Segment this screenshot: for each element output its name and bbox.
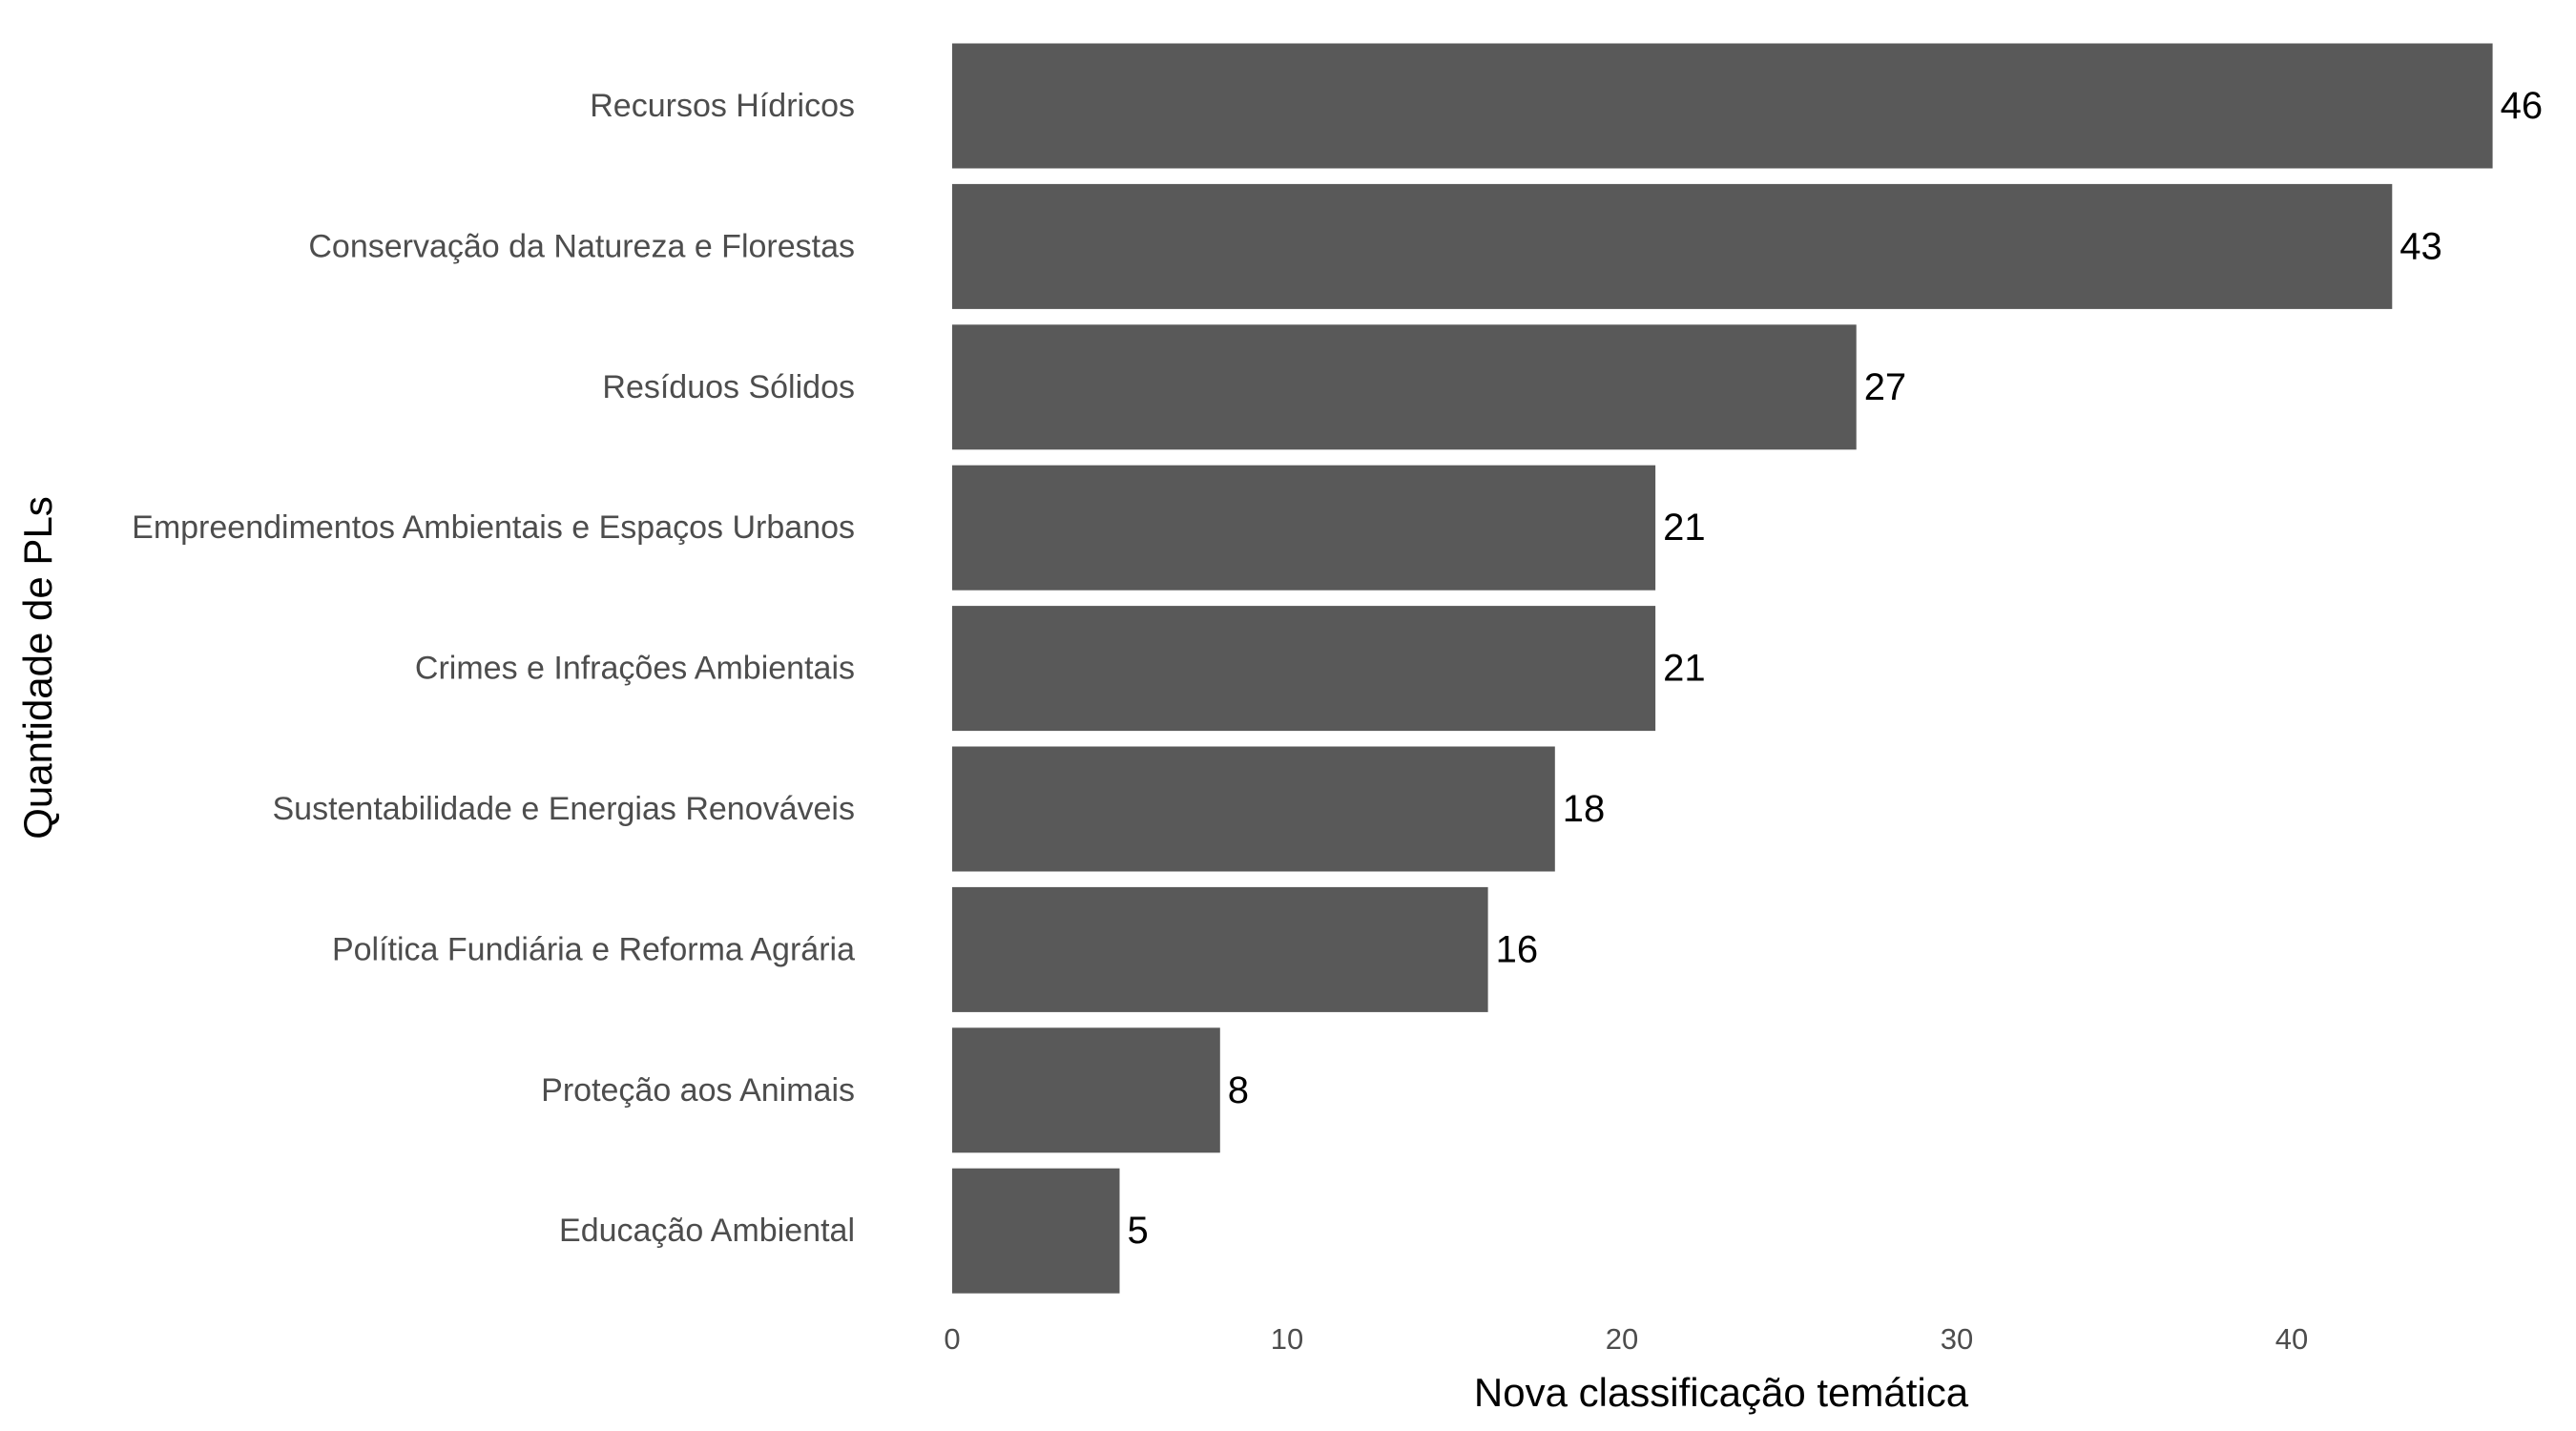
bar [952, 746, 1555, 872]
category-label: Política Fundiária e Reforma Agrária [332, 931, 855, 967]
value-label: 46 [2501, 85, 2544, 127]
x-tick-label: 40 [2275, 1322, 2308, 1356]
bar [952, 1168, 1120, 1294]
x-tick-label: 20 [1606, 1322, 1638, 1356]
bar [952, 606, 1656, 732]
x-tick-label: 10 [1271, 1322, 1303, 1356]
x-tick-label: 0 [944, 1322, 960, 1356]
value-label: 27 [1864, 366, 1907, 408]
bar [952, 886, 1488, 1012]
x-axis-title: Nova classificação temática [1474, 1370, 1969, 1415]
bars-group [952, 43, 2493, 1294]
category-label: Crimes e Infrações Ambientais [415, 651, 855, 687]
category-label: Sustentabilidade e Energias Renováveis [272, 791, 855, 827]
value-label: 18 [1563, 788, 1606, 830]
bar [952, 1027, 1220, 1153]
x-tick-label: 30 [1941, 1322, 1973, 1356]
bar [952, 43, 2493, 169]
y-axis-title: Quantidade de PLs [15, 496, 60, 840]
value-label: 16 [1496, 928, 1539, 970]
value-labels-group: 46 43 27 21 21 18 16 8 5 [1128, 85, 2544, 1252]
value-label: 5 [1128, 1210, 1149, 1252]
category-labels-group: Recursos Hídricos Conservação da Natureza… [132, 88, 855, 1249]
value-label: 43 [2399, 225, 2442, 267]
bar [952, 183, 2393, 309]
value-label: 8 [1228, 1069, 1249, 1111]
category-label: Educação Ambiental [559, 1213, 855, 1249]
bar [952, 465, 1656, 591]
bar [952, 324, 1857, 450]
category-label: Resíduos Sólidos [602, 369, 855, 405]
category-label: Conservação da Natureza e Florestas [308, 228, 855, 264]
category-label: Recursos Hídricos [590, 88, 855, 124]
value-label: 21 [1663, 648, 1706, 690]
x-tick-labels-group: 0 10 20 30 40 [944, 1322, 2308, 1356]
value-label: 21 [1663, 507, 1706, 549]
category-label: Empreendimentos Ambientais e Espaços Urb… [132, 509, 855, 546]
category-label: Proteção aos Animais [541, 1072, 855, 1109]
